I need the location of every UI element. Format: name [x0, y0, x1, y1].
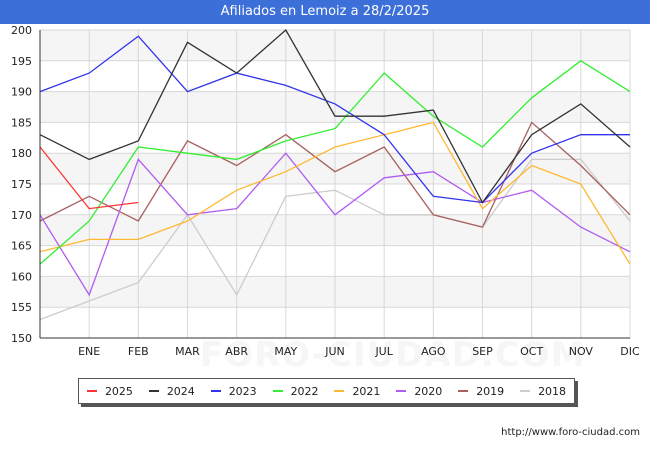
y-tick-label: 150 [11, 332, 32, 345]
legend-item-2021: 2021 [334, 385, 380, 398]
legend-item-2019: 2019 [458, 385, 504, 398]
y-axis-ticks: 150 155 160 165 170 175 180 185 190 195 200 [11, 24, 32, 345]
x-tick-label: ENE [78, 345, 100, 358]
chart-legend: 2025 2024 2023 2022 2021 2020 2019 2018 [78, 378, 575, 404]
watermark-text: FORO-CIUDAD.COM [200, 335, 586, 375]
x-tick-label: JUN [324, 345, 345, 358]
series-line-2023 [39, 35, 630, 204]
series-line-2020 [39, 152, 631, 297]
x-tick-label: MAY [274, 345, 297, 358]
legend-label: 2024 [166, 384, 195, 398]
legend-swatch [86, 390, 97, 392]
y-tick-label: 190 [11, 86, 32, 99]
x-tick-label: FEB [128, 345, 149, 358]
legend-label: 2020 [414, 384, 443, 398]
series-line-2022 [39, 60, 631, 265]
y-tick-label: 175 [11, 178, 32, 191]
legend-label: 2018 [538, 384, 567, 398]
x-tick-label: AGO [421, 345, 446, 358]
legend-swatch [334, 390, 345, 392]
legend-item-2023: 2023 [210, 384, 257, 398]
legend-label: 2021 [352, 384, 381, 398]
series-line-2025 [39, 146, 139, 210]
plot-frame [39, 30, 630, 339]
series-lines [39, 28, 631, 321]
legend-item-2018: 2018 [520, 385, 566, 398]
legend-swatch [458, 390, 469, 392]
y-tick-label: 180 [11, 147, 32, 160]
legend-label: 2025 [104, 384, 133, 398]
y-tick-label: 160 [11, 270, 32, 283]
x-tick-label: NOV [569, 345, 594, 358]
chart-title: Afiliados en Lemoiz a 28/2/2025 [0, 0, 650, 24]
x-tick-label: OCT [520, 345, 543, 358]
series-line-2018 [39, 158, 631, 321]
series-line-2019 [39, 121, 631, 228]
series-line-2024 [39, 28, 631, 204]
y-tick-label: 165 [11, 240, 32, 253]
y-tick-label: 185 [11, 116, 32, 129]
legend-label: 2023 [228, 384, 257, 398]
x-tick-label: SEP [472, 345, 493, 358]
legend-swatch [272, 390, 283, 392]
legend-item-2025: 2025 [86, 384, 133, 398]
legend-swatch [148, 390, 159, 392]
legend-item-2022: 2022 [272, 384, 319, 398]
legend-label: 2022 [290, 384, 319, 398]
x-tick-label: JUL [374, 345, 393, 358]
x-tick-label: ABR [225, 345, 248, 358]
x-axis-ticks: ENE FEB MAR ABR MAY JUN JUL AGO SEP OCT NOV DIC [78, 345, 640, 358]
y-tick-label: 200 [11, 24, 32, 37]
y-tick-label: 195 [11, 55, 32, 68]
legend-label: 2019 [476, 384, 505, 398]
legend-swatch [520, 390, 531, 392]
x-tick-label: DIC [620, 345, 640, 358]
x-tick-label: MAR [175, 345, 200, 358]
legend-swatch [396, 390, 407, 392]
legend-swatch [210, 390, 221, 392]
legend-item-2020: 2020 [396, 385, 442, 398]
source-url: http://www.foro-ciudad.com [501, 427, 640, 438]
y-tick-label: 170 [11, 209, 32, 222]
y-tick-label: 155 [11, 301, 32, 314]
series-line-2021 [39, 121, 631, 265]
legend-item-2024: 2024 [148, 384, 195, 398]
